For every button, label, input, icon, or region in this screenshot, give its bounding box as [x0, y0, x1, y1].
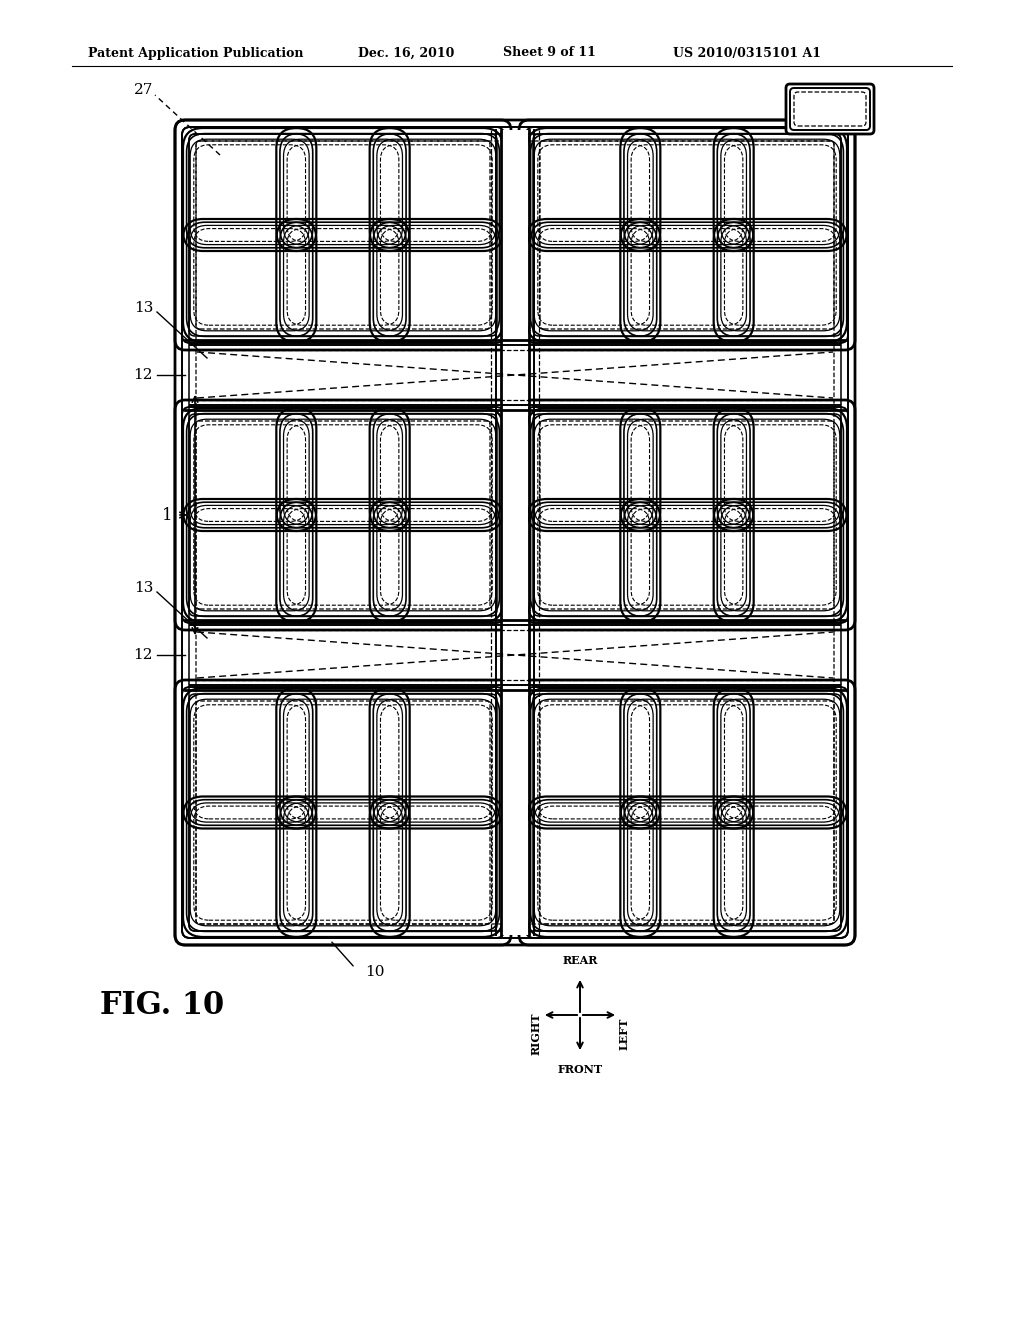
Text: Dec. 16, 2010: Dec. 16, 2010 — [358, 46, 455, 59]
FancyBboxPatch shape — [790, 88, 870, 129]
Text: US 2010/0315101 A1: US 2010/0315101 A1 — [673, 46, 821, 59]
Text: Sheet 9 of 11: Sheet 9 of 11 — [503, 46, 596, 59]
Text: 10: 10 — [365, 965, 384, 979]
Text: RIGHT: RIGHT — [530, 1012, 542, 1055]
Bar — [529, 129, 845, 341]
Text: 1: 1 — [163, 507, 173, 524]
Text: FIG. 10: FIG. 10 — [100, 990, 224, 1020]
Bar — [185, 341, 845, 411]
Bar — [185, 690, 501, 935]
Bar — [185, 129, 845, 935]
Bar — [502, 129, 528, 935]
Bar — [185, 411, 501, 620]
FancyBboxPatch shape — [794, 92, 866, 125]
Text: LEFT: LEFT — [618, 1018, 630, 1051]
FancyBboxPatch shape — [786, 84, 874, 135]
Text: FRONT: FRONT — [557, 1064, 602, 1074]
Bar — [529, 411, 845, 620]
Text: 13: 13 — [133, 301, 153, 315]
Text: REAR: REAR — [562, 954, 598, 966]
Bar — [529, 690, 845, 935]
Text: 12: 12 — [133, 648, 153, 663]
Text: 27: 27 — [133, 83, 153, 96]
Text: 12: 12 — [133, 368, 153, 381]
Text: Patent Application Publication: Patent Application Publication — [88, 46, 303, 59]
Bar — [185, 129, 501, 341]
Text: 13: 13 — [133, 581, 153, 595]
Bar — [185, 620, 845, 690]
